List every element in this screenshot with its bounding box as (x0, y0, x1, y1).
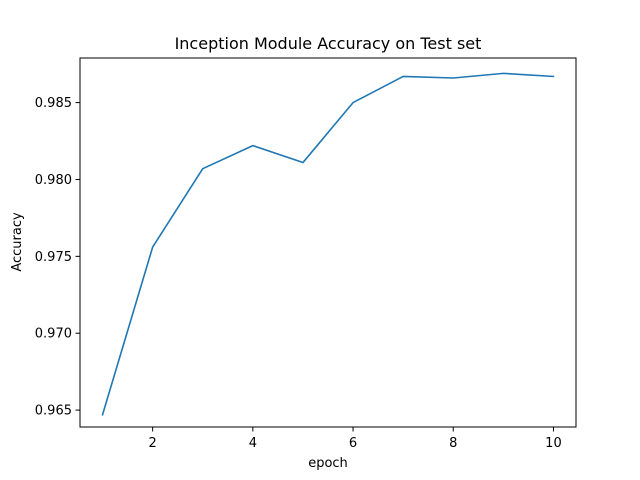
x-tick-label: 10 (545, 436, 562, 451)
y-tick-label: 0.985 (35, 96, 72, 111)
y-tick-label: 0.975 (35, 250, 72, 265)
series-line-0 (101, 72, 555, 416)
x-axis: 2 4 6 8 10 (149, 427, 562, 451)
x-axis-title: epoch (308, 456, 348, 471)
plot-area (101, 72, 555, 416)
y-axis: 0.965 0.970 0.975 0.980 0.985 (35, 96, 80, 419)
y-tick-label: 0.970 (35, 327, 72, 342)
y-axis-title: Accuracy (10, 212, 25, 272)
y-tick-label: 0.965 (35, 404, 72, 419)
x-tick-label: 4 (249, 436, 257, 451)
x-tick-label: 8 (449, 436, 457, 451)
x-tick-label: 2 (149, 436, 157, 451)
chart-title: Inception Module Accuracy on Test set (175, 34, 482, 53)
y-tick-label: 0.980 (35, 173, 72, 188)
x-tick-label: 6 (349, 436, 357, 451)
plot-frame (79, 57, 577, 428)
